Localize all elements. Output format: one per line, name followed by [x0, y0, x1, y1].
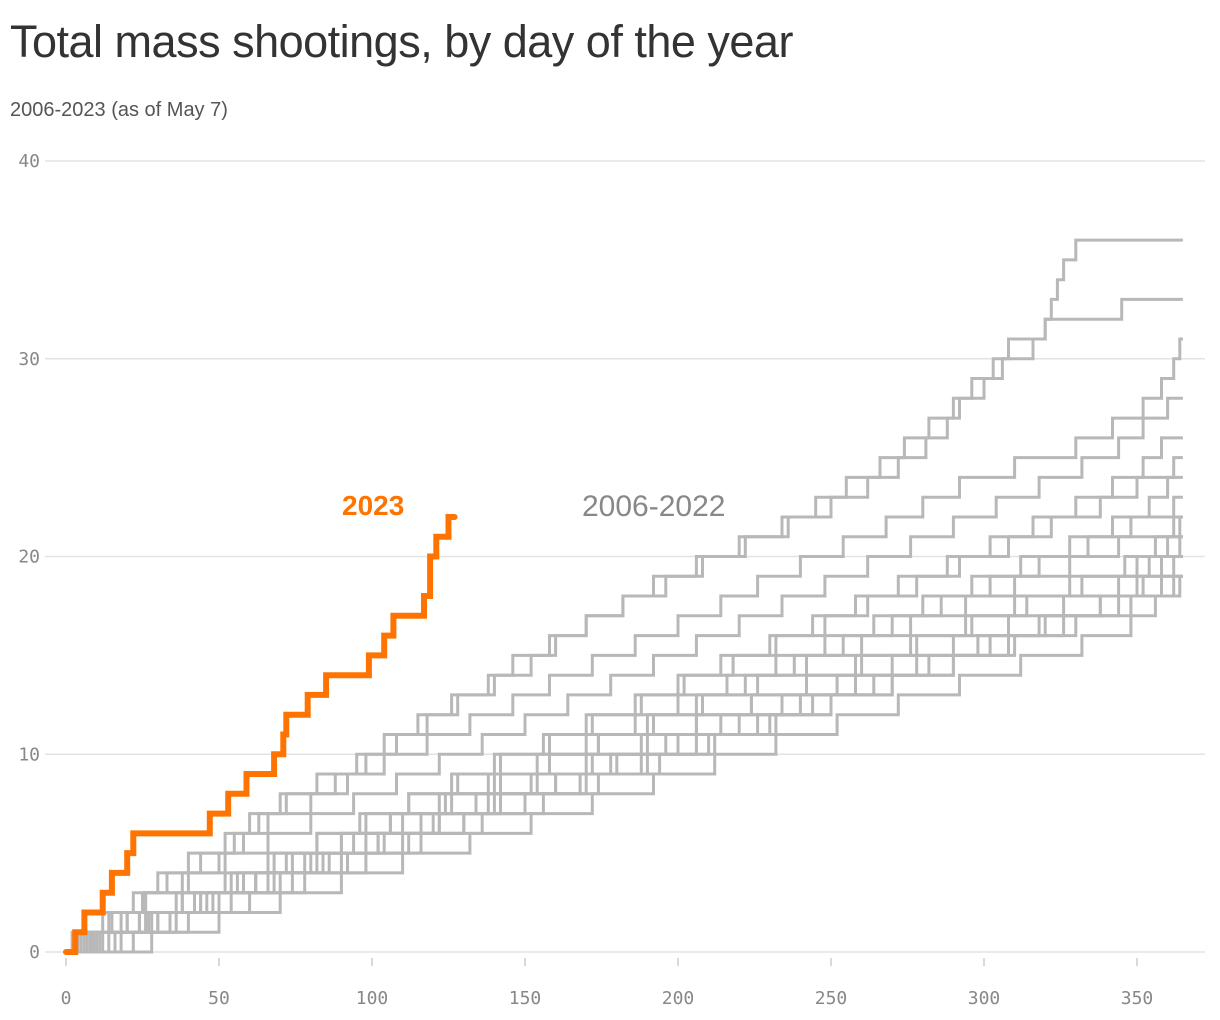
y-axis-ticks: 0 10 20 30 40: [18, 151, 40, 963]
history-series-line: [66, 297, 1183, 954]
x-tick-label: 100: [356, 988, 389, 1009]
y-tick-label: 20: [18, 547, 40, 568]
y-tick-label: 30: [18, 349, 40, 370]
history-series-line: [66, 396, 1183, 954]
label-2023: 2023: [342, 490, 404, 521]
y-tick-label: 40: [18, 151, 40, 172]
history-series-line: [66, 535, 1183, 954]
x-tick-label: 350: [1121, 988, 1154, 1009]
x-tick-label: 50: [208, 988, 230, 1009]
chart-subtitle: 2006-2023 (as of May 7): [10, 99, 228, 121]
chart-title: Total mass shootings, by day of the year: [10, 16, 793, 67]
x-tick-label: 150: [509, 988, 542, 1009]
history-series-line: [66, 574, 1183, 954]
x-tick-label: 300: [968, 988, 1001, 1009]
y-tick-label: 10: [18, 744, 40, 765]
x-tick-label: 200: [662, 988, 695, 1009]
history-series-line: [66, 574, 1183, 954]
x-axis-ticks: 0 50 100 150 200 250 300 350: [61, 958, 1154, 1009]
history-series-line: [66, 456, 1183, 954]
history-series-line: [66, 574, 1183, 954]
y-tick-label: 0: [29, 942, 40, 963]
label-2006-2022: 2006-2022: [582, 490, 725, 523]
series-2023-line: [63, 514, 458, 955]
x-tick-label: 0: [61, 988, 72, 1009]
x-tick-label: 250: [815, 988, 848, 1009]
history-series-line: [66, 495, 1183, 954]
history-lines: [66, 238, 1183, 954]
history-series-line: [66, 515, 1183, 954]
highlight-line: [63, 514, 458, 955]
